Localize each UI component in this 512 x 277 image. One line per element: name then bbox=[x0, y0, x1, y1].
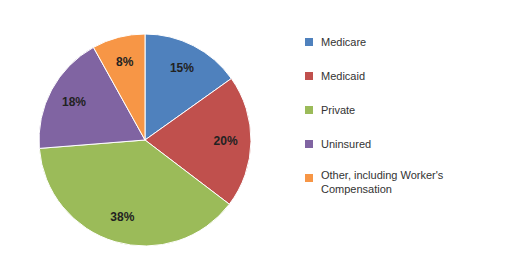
legend-label: Private bbox=[321, 104, 355, 116]
chart: 15% 20% 38% 18% 8% Medicare Medicaid Private Uni… bbox=[0, 0, 512, 277]
data-label: 18% bbox=[62, 95, 86, 109]
legend-swatch bbox=[305, 174, 313, 182]
pie-slice bbox=[39, 140, 229, 246]
data-label: 15% bbox=[170, 61, 194, 75]
legend-label: Other, including Worker'sCompensation bbox=[321, 169, 444, 194]
pie-slice bbox=[93, 34, 145, 140]
legend-swatch bbox=[305, 106, 313, 114]
pie bbox=[39, 34, 251, 246]
legend-swatch bbox=[305, 38, 313, 46]
data-label: 8% bbox=[116, 55, 134, 69]
legend-label: Uninsured bbox=[321, 138, 371, 150]
data-label: 38% bbox=[110, 210, 134, 224]
legend-swatch bbox=[305, 140, 313, 148]
legend-label: Medicaid bbox=[321, 70, 365, 82]
data-label: 20% bbox=[214, 134, 238, 148]
legend-label: Medicare bbox=[321, 36, 366, 48]
data-labels: 15% 20% 38% 18% 8% bbox=[62, 55, 238, 224]
legend: Medicare Medicaid Private Uninsured Other, i… bbox=[305, 36, 444, 195]
legend-swatch bbox=[305, 72, 313, 80]
